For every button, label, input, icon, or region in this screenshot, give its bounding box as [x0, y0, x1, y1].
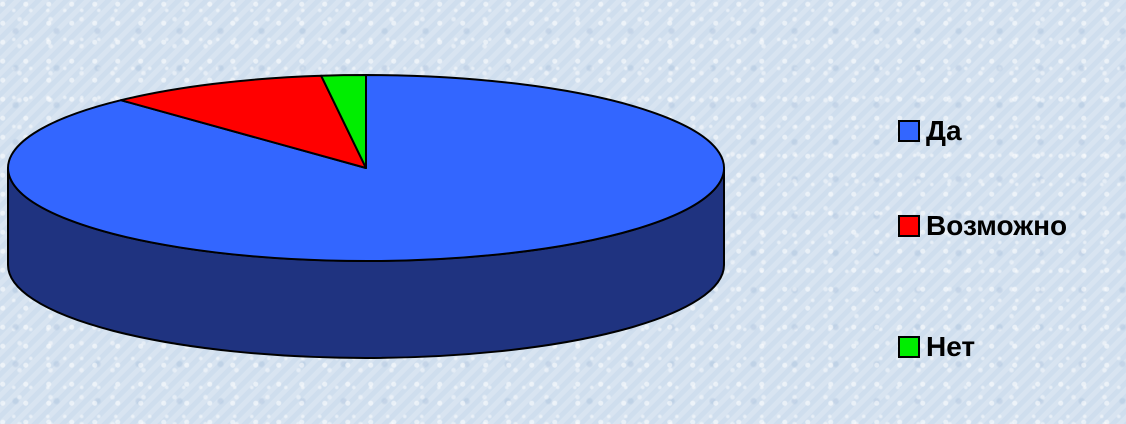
legend-label-vozmozhno: Возможно [926, 210, 1068, 241]
pie-chart [7, 73, 725, 359]
pie-slice-2 [320, 73, 367, 169]
pie-slice-1 [119, 74, 367, 169]
legend-swatch-da [898, 120, 920, 142]
legend-label-net: Нет [926, 331, 976, 362]
legend-swatch-net [898, 336, 920, 358]
legend-item-vozmozhno: Возможно [898, 212, 1067, 240]
legend-label-da: Да [926, 115, 962, 146]
legend-swatch-vozmozhno [898, 215, 920, 237]
legend-item-da: Да [898, 117, 962, 145]
legend: Да Возможно Нет [898, 0, 1126, 424]
legend-item-net: Нет [898, 333, 975, 361]
